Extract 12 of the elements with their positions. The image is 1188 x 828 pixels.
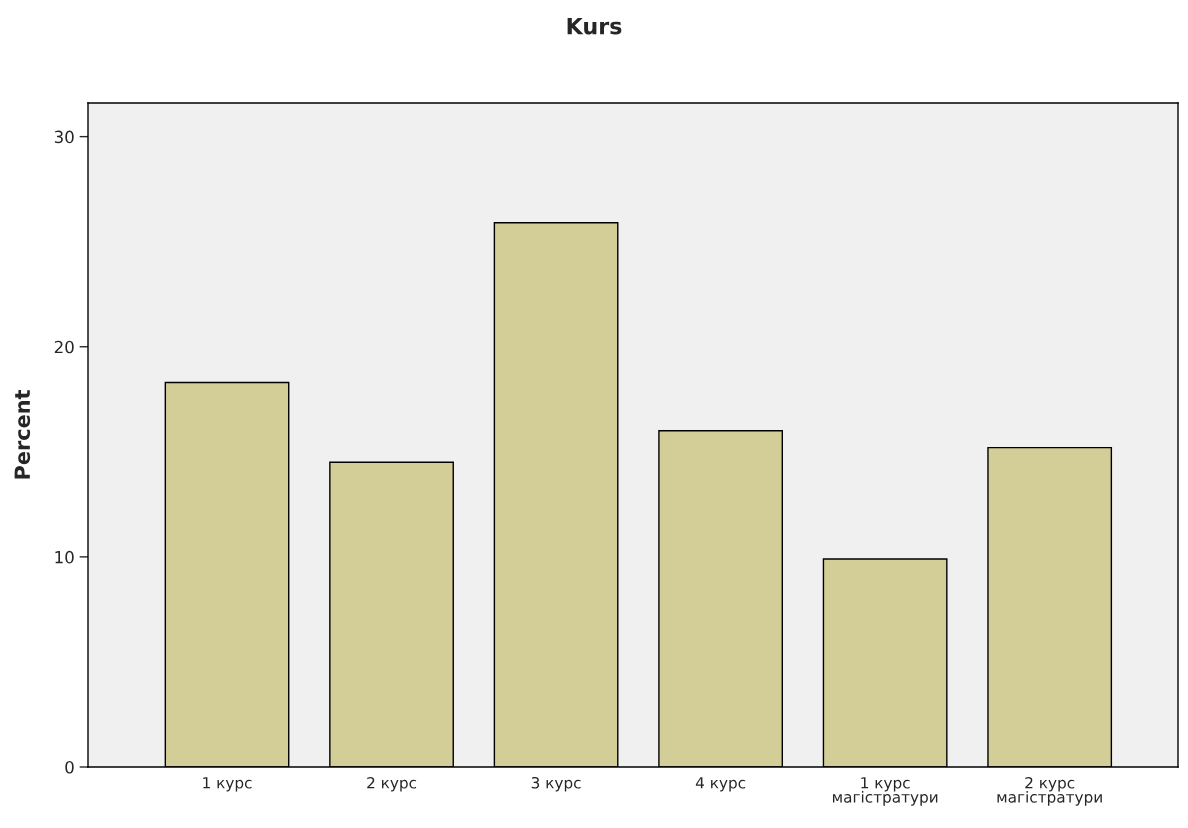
x-tick-label: 2 курс: [367, 776, 417, 792]
x-tick-label: 1 курс магістратури: [832, 777, 938, 806]
y-tick-label: 20: [54, 340, 74, 354]
x-tick-label: 3 курс: [531, 776, 581, 792]
y-tick-label: 0: [65, 760, 74, 774]
y-axis-title: Percent: [14, 390, 31, 479]
y-tick-label: 30: [54, 130, 74, 144]
x-tick-label: 2 курс магістратури: [997, 776, 1102, 806]
y-tick-label: 10: [55, 550, 74, 564]
x-tick-label: 4 курс: [695, 777, 746, 792]
x-tick-label: 1 курс: [203, 777, 252, 792]
chart-title: Kurs: [567, 17, 622, 35]
